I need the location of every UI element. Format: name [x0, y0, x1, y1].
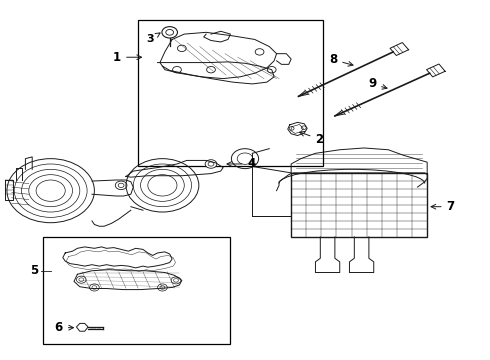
Circle shape	[207, 67, 216, 73]
Circle shape	[158, 284, 167, 291]
Circle shape	[205, 160, 217, 168]
Circle shape	[289, 127, 294, 130]
Circle shape	[301, 126, 306, 130]
Text: 1: 1	[113, 51, 142, 64]
Bar	[291, 173, 427, 237]
Circle shape	[115, 181, 127, 190]
Circle shape	[173, 279, 178, 282]
Circle shape	[160, 286, 165, 289]
Circle shape	[90, 284, 99, 291]
Circle shape	[166, 30, 173, 35]
Text: 6: 6	[54, 321, 74, 334]
Circle shape	[76, 276, 86, 283]
Text: 2: 2	[300, 131, 323, 145]
Circle shape	[162, 27, 177, 38]
Circle shape	[171, 277, 181, 284]
Text: 8: 8	[329, 53, 353, 66]
Text: 9: 9	[368, 77, 387, 90]
Circle shape	[118, 183, 124, 188]
Circle shape	[79, 278, 84, 282]
Circle shape	[172, 67, 181, 73]
Text: 5: 5	[30, 264, 39, 277]
Bar	[44, 237, 230, 344]
Circle shape	[208, 162, 214, 166]
Circle shape	[177, 45, 186, 51]
Circle shape	[92, 286, 97, 289]
Circle shape	[268, 67, 276, 73]
Text: 3: 3	[147, 33, 160, 44]
Text: 7: 7	[431, 200, 455, 213]
Bar	[138, 20, 323, 166]
Circle shape	[255, 49, 264, 55]
Text: 4: 4	[227, 157, 256, 171]
